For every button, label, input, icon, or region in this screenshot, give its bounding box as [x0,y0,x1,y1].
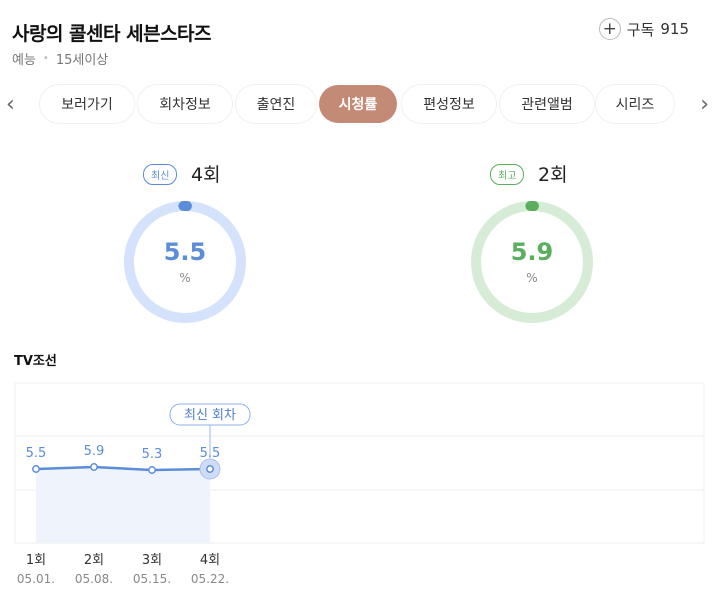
best-episode: 2회 [538,164,568,186]
x-tick-label: 2회 [84,553,104,568]
plus-icon: + [598,18,621,40]
x-tick-date: 05.01. [17,572,55,586]
program-meta: 예능 • 15세이상 [12,49,108,68]
tab-related-albums[interactable]: 관련앨범 [500,85,594,123]
x-tick-label: 4회 [200,553,220,568]
x-tick-label: 3회 [142,553,162,568]
tab-ratings[interactable]: 시청률 [319,85,397,123]
data-label: 5.5 [26,446,47,461]
annotation-box [169,403,251,426]
ratings-line-chart: 5.5 5.9 5.3 5.5 최신 회차 1회 05.01. 2회 05.08. 3회 05.15… [14,382,705,586]
x-tick-date: 05.15. [133,572,171,586]
tab-watch[interactable]: 보러가기 [40,85,134,123]
latest-rating-unit: % [179,271,191,285]
data-label: 5.3 [142,447,163,462]
x-tick-date: 05.08. [75,572,113,586]
data-point [148,466,156,474]
latest-rating-card: 최신 4회 5.5 % [105,160,305,330]
genre-label: 예능 [12,53,36,68]
best-rating-unit: % [526,271,538,285]
chevron-left-icon[interactable]: ‹ [6,92,15,117]
x-tick-label: 1회 [26,553,46,568]
series-line [35,465,211,472]
ring-progress [124,201,246,323]
data-point [206,465,214,473]
latest-rating-ring [124,201,246,323]
best-rating-card: 최고 2회 5.9 % [452,160,652,330]
annotation-label: 최신 회차 [184,408,236,423]
best-rating-ring [471,201,593,323]
series-area [36,467,210,543]
age-rating-label: 15세이상 [55,53,109,68]
chevron-right-icon[interactable]: › [700,92,709,117]
best-badge: 최고 [490,164,525,185]
latest-episode: 4회 [191,164,221,186]
tab-bar: ‹ 보러가기 회차정보 출연진 시청률 편성정보 관련앨범 시리즈 › [0,83,719,127]
separator-dot: • [42,53,49,64]
broadcaster-label: TV조선 [14,354,57,369]
ring-progress [471,201,593,323]
latest-rating-value: 5.5 [163,238,207,266]
tab-schedule[interactable]: 편성정보 [402,85,496,123]
subscribe-button[interactable]: + 구독 915 [598,18,689,40]
data-point [32,465,40,473]
tab-episode-info[interactable]: 회차정보 [138,85,232,123]
data-point [90,463,98,471]
latest-badge: 최신 [143,164,178,185]
data-label: 5.5 [200,446,221,461]
tab-series[interactable]: 시리즈 [596,85,674,123]
subscribe-label: 구독 [626,20,655,39]
subscribe-count: 915 [660,20,689,38]
program-title: 사랑의 콜센타 세븐스타즈 [12,23,212,45]
tab-cast[interactable]: 출연진 [236,85,316,123]
x-tick-date: 05.22. [191,572,229,586]
best-rating-value: 5.9 [510,238,554,266]
data-label: 5.9 [84,444,105,459]
